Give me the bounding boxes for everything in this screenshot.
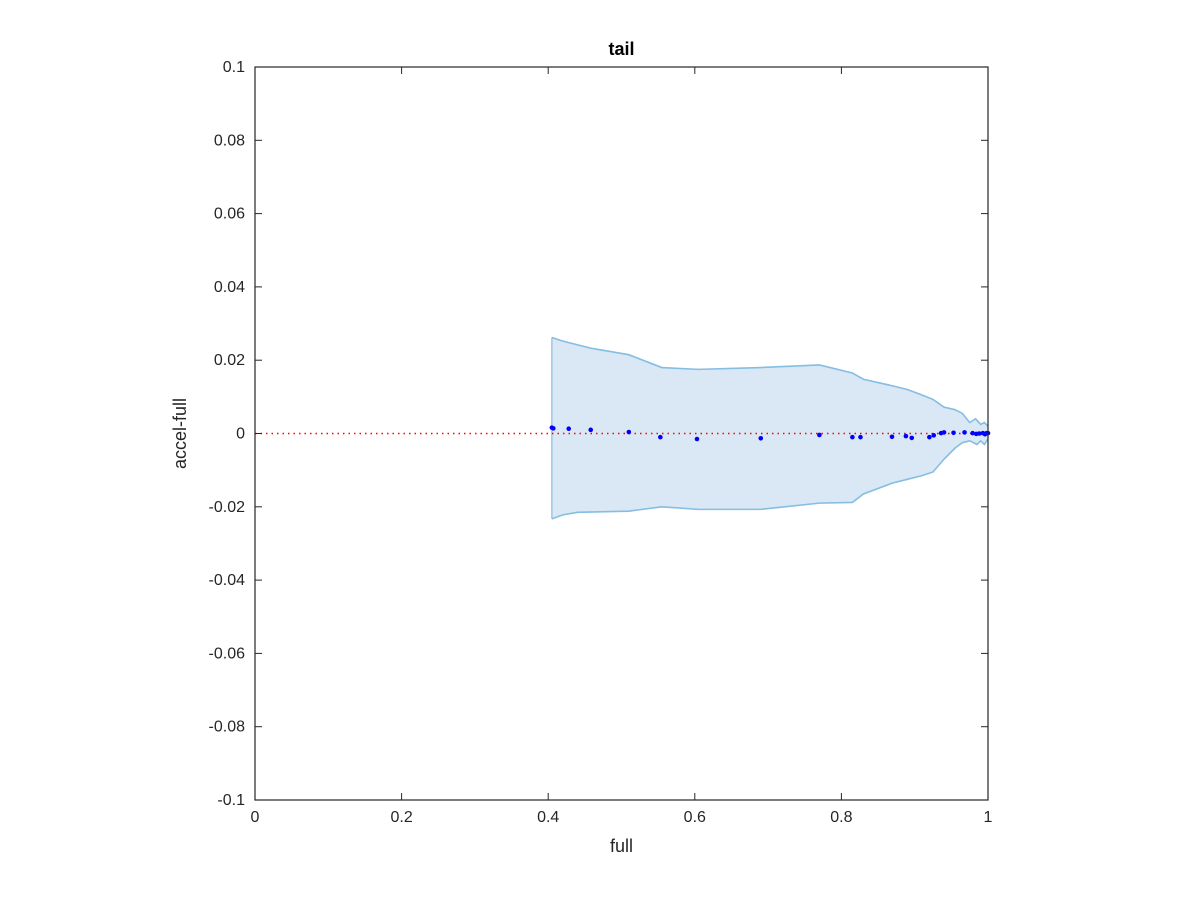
- data-point: [694, 436, 700, 442]
- y-tick-label: 0.08: [214, 132, 245, 149]
- x-tick-label: 0.6: [684, 809, 706, 826]
- y-tick-label: 0.1: [223, 59, 245, 76]
- x-tick-label: 0.8: [830, 809, 852, 826]
- data-point: [909, 435, 915, 441]
- y-tick-label: 0.04: [214, 279, 245, 296]
- y-axis-ticks: 0.1 0.08 0.06 0.04 0.02 0 -0.02 -0.04 -0.06 -0.08…: [209, 59, 988, 809]
- y-tick-label: -0.1: [217, 792, 245, 809]
- scatter-series: [549, 425, 991, 442]
- data-point: [970, 430, 975, 436]
- data-point: [758, 435, 764, 441]
- y-axis-label: accel-full: [170, 398, 190, 469]
- data-point: [941, 430, 947, 435]
- y-tick-label: -0.08: [209, 719, 246, 736]
- data-point: [658, 434, 663, 440]
- band-lower-edge: [551, 438, 989, 520]
- y-tick-label: 0: [236, 426, 245, 443]
- y-tick-label: -0.06: [209, 645, 246, 662]
- data-point: [927, 434, 932, 440]
- data-point: [566, 426, 572, 432]
- data-point: [962, 430, 967, 435]
- data-point: [903, 433, 909, 439]
- data-point: [850, 434, 855, 440]
- data-point: [626, 429, 632, 435]
- x-tick-label: 1: [984, 809, 993, 826]
- y-tick-label: 0.06: [214, 206, 245, 223]
- data-point: [588, 427, 594, 433]
- x-axis-label: full: [610, 836, 633, 856]
- data-point: [976, 431, 982, 436]
- x-tick-label: 0.4: [537, 809, 559, 826]
- x-tick-label: 0: [251, 809, 260, 826]
- data-point: [889, 434, 895, 440]
- y-tick-label: 0.02: [214, 352, 245, 369]
- x-axis-ticks: 0 0.2 0.4 0.6 0.8 1: [251, 67, 993, 826]
- data-point: [931, 433, 937, 438]
- data-point: [858, 434, 863, 440]
- chart-title: tail: [608, 39, 634, 59]
- x-tick-label: 0.2: [390, 809, 412, 826]
- band-upper-edge: [551, 336, 989, 427]
- y-tick-label: -0.04: [209, 572, 246, 589]
- data-point: [551, 426, 556, 431]
- data-point: [951, 430, 956, 436]
- data-point: [817, 432, 822, 438]
- y-tick-label: -0.02: [209, 499, 246, 516]
